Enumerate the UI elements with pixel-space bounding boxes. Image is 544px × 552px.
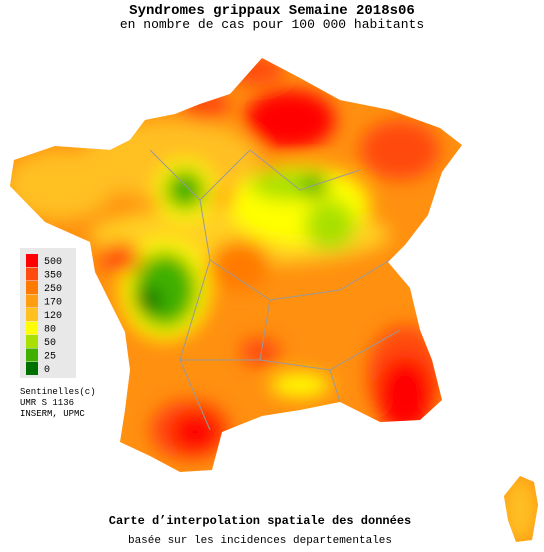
legend-swatch (26, 254, 38, 267)
credit: INSERM, UPMC (20, 409, 85, 419)
legend-label: 250 (44, 284, 62, 295)
legend-swatch (26, 321, 38, 335)
legend-label: 0 (44, 365, 50, 376)
footer-title: Carte d’interpolation spatiale des donné… (109, 514, 411, 528)
legend-swatch (26, 335, 38, 348)
legend-label: 350 (44, 271, 62, 282)
footer-subtitle: basée sur les incidences departementales (128, 535, 392, 547)
legend-swatch (26, 362, 38, 375)
credit: Sentinelles(c) (20, 387, 96, 397)
legend-swatch (26, 281, 38, 294)
legend-swatch (26, 308, 38, 321)
legend-label: 50 (44, 338, 56, 349)
legend-swatch (26, 267, 38, 281)
interpolation-map (10, 58, 538, 542)
legend-label: 80 (44, 325, 56, 336)
credit: UMR S 1136 (20, 398, 74, 408)
legend-swatch (26, 348, 38, 362)
legend-swatch (26, 294, 38, 308)
legend-label: 120 (44, 311, 62, 322)
legend-label: 25 (44, 352, 56, 363)
title: Syndromes grippaux Semaine 2018s06 (129, 3, 415, 19)
subtitle: en nombre de cas pour 100 000 habitants (120, 17, 424, 32)
legend-label: 170 (44, 298, 62, 309)
legend-label: 500 (44, 257, 62, 268)
